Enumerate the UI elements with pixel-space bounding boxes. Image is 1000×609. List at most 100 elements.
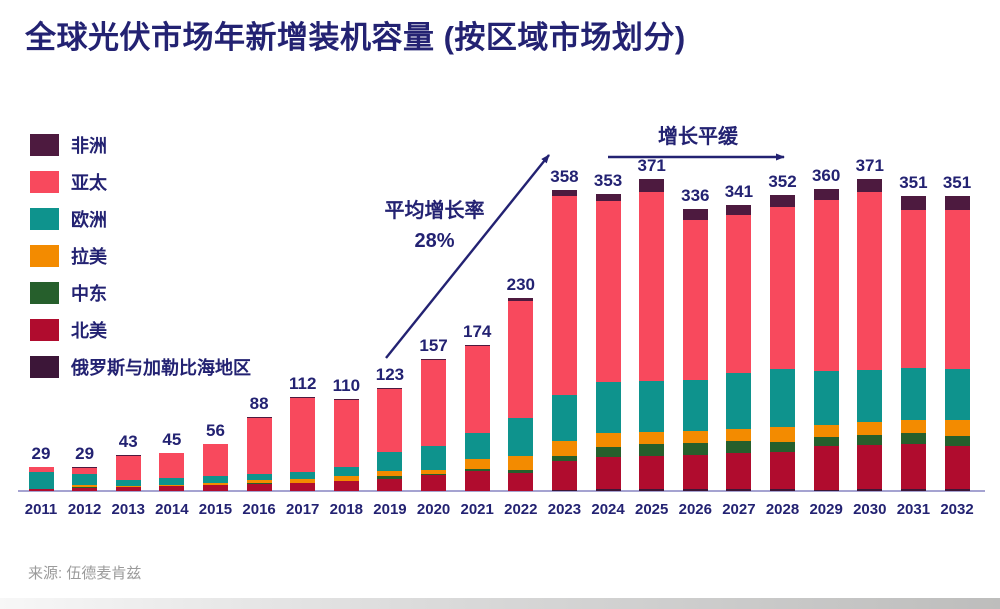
bar-segment-latin_america-2016 bbox=[246, 480, 272, 483]
bar-segment-north_america-2015 bbox=[202, 485, 228, 491]
bar-segment-asia_pacific-2024 bbox=[595, 201, 621, 382]
bar-segment-africa-2023 bbox=[551, 190, 577, 197]
bar-total-label-2012: 29 bbox=[75, 443, 95, 463]
bar-segment-latin_america-2012 bbox=[72, 485, 98, 487]
chart-title: 全球光伏市场年新增装机容量 (按区域市场划分) bbox=[25, 20, 686, 55]
bar-segment-russia_caribbean-2024 bbox=[595, 489, 621, 491]
bar-segment-middle_east-2029 bbox=[813, 437, 839, 447]
bar-segment-asia_pacific-2025 bbox=[639, 191, 665, 381]
bar-segment-middle_east-2026 bbox=[682, 443, 708, 455]
bar-segment-europe-2020 bbox=[421, 446, 447, 470]
bar-segment-middle_east-2025 bbox=[639, 443, 665, 456]
x-axis-label-2028: 2028 bbox=[765, 501, 800, 518]
annotation-plateau: 增长平缓 bbox=[658, 126, 738, 148]
annotation-growth-rate-text: 平均增长率 bbox=[384, 200, 485, 222]
bar-segment-asia_pacific-2028 bbox=[770, 207, 796, 370]
bar-total-label-2016: 88 bbox=[249, 394, 269, 414]
bar-segment-latin_america-2023 bbox=[551, 441, 577, 456]
bar-segment-north_america-2029 bbox=[813, 446, 839, 491]
x-axis-label-2011: 2011 bbox=[24, 501, 58, 518]
bar-segment-middle_east-2031 bbox=[900, 433, 926, 444]
legend-swatch-latin_america bbox=[30, 244, 59, 267]
x-axis-label-2023: 2023 bbox=[547, 501, 582, 518]
legend-item-africa: 非洲 bbox=[30, 126, 251, 163]
bar-segment-latin_america-2032 bbox=[944, 419, 970, 436]
x-axis-label-2027: 2027 bbox=[722, 501, 756, 518]
bar-total-label-2013: 43 bbox=[118, 431, 138, 451]
bar-segment-asia_pacific-2029 bbox=[813, 200, 839, 371]
bar-segment-europe-2016 bbox=[246, 474, 272, 481]
legend-item-europe: 欧洲 bbox=[30, 200, 251, 237]
legend-item-latin_america: 拉美 bbox=[30, 237, 251, 274]
bar-segment-north_america-2025 bbox=[639, 455, 665, 490]
bar-segment-europe-2028 bbox=[770, 369, 796, 428]
bar-segment-north_america-2016 bbox=[246, 483, 272, 491]
bar-segment-latin_america-2027 bbox=[726, 428, 752, 441]
bar-segment-north_america-2017 bbox=[290, 482, 316, 491]
bar-total-label-2026: 336 bbox=[681, 185, 710, 205]
bar-segment-europe-2012 bbox=[72, 474, 98, 486]
bar-segment-latin_america-2031 bbox=[900, 419, 926, 434]
bar-segment-latin_america-2018 bbox=[333, 475, 359, 481]
bar-segment-europe-2022 bbox=[508, 417, 534, 456]
bar-segment-latin_america-2013 bbox=[115, 485, 141, 487]
x-axis-label-2024: 2024 bbox=[591, 501, 625, 518]
bar-segment-europe-2013 bbox=[115, 480, 141, 486]
bar-segment-russia_caribbean-2028 bbox=[770, 489, 796, 491]
legend-label-latin_america: 拉美 bbox=[71, 246, 107, 267]
bar-segment-north_america-2020 bbox=[421, 475, 447, 491]
bar-segment-middle_east-2016 bbox=[246, 482, 272, 484]
bar-segment-middle_east-2030 bbox=[857, 434, 883, 445]
bar-segment-north_america-2011 bbox=[28, 489, 54, 491]
bar-segment-russia_caribbean-2031 bbox=[900, 489, 926, 491]
legend-swatch-north_america bbox=[30, 318, 59, 341]
annotation-growth-rate-value: 28% bbox=[414, 230, 455, 252]
x-axis-label-2012: 2012 bbox=[67, 501, 102, 518]
bar-segment-asia_pacific-2021 bbox=[464, 345, 490, 434]
bar-segment-north_america-2019 bbox=[377, 479, 403, 491]
bar-segment-middle_east-2019 bbox=[377, 475, 403, 480]
bar-segment-middle_east-2027 bbox=[726, 440, 752, 454]
bar-segment-asia_pacific-2019 bbox=[377, 388, 403, 452]
bar-segment-asia_pacific-2018 bbox=[333, 399, 359, 468]
bar-segment-north_america-2032 bbox=[944, 445, 970, 490]
x-axis-label-2018: 2018 bbox=[329, 501, 364, 518]
bar-segment-africa-2012 bbox=[72, 466, 98, 468]
bar-segment-africa-2013 bbox=[115, 454, 141, 456]
bar-segment-europe-2018 bbox=[333, 467, 359, 476]
bar-total-label-2030: 371 bbox=[855, 156, 884, 176]
bar-segment-asia_pacific-2027 bbox=[726, 215, 752, 374]
bar-segment-north_america-2027 bbox=[726, 453, 752, 490]
bar-segment-europe-2026 bbox=[682, 380, 708, 432]
bar-segment-latin_america-2030 bbox=[857, 422, 883, 435]
legend-label-middle_east: 中东 bbox=[71, 283, 107, 304]
bar-segment-north_america-2031 bbox=[900, 443, 926, 490]
x-axis-label-2030: 2030 bbox=[853, 501, 887, 518]
legend-item-russia_caribbean: 俄罗斯与加勒比海地区 bbox=[30, 348, 251, 385]
bar-segment-africa-2032 bbox=[944, 196, 970, 211]
bar-segment-europe-2031 bbox=[900, 368, 926, 420]
bar-segment-asia_pacific-2023 bbox=[551, 196, 577, 396]
x-axis-label-2021: 2021 bbox=[460, 501, 494, 518]
bar-segment-europe-2014 bbox=[159, 478, 185, 486]
bar-segment-latin_america-2015 bbox=[202, 483, 228, 486]
legend-item-asia_pacific: 亚太 bbox=[30, 163, 251, 200]
x-axis-label-2020: 2020 bbox=[416, 501, 451, 518]
bar-segment-russia_caribbean-2023 bbox=[551, 490, 577, 491]
bar-segment-north_america-2026 bbox=[682, 454, 708, 490]
bar-segment-middle_east-2020 bbox=[421, 474, 447, 476]
bar-segment-asia_pacific-2022 bbox=[508, 301, 534, 418]
bar-segment-africa-2021 bbox=[464, 344, 490, 346]
bar-segment-north_america-2014 bbox=[159, 485, 185, 491]
legend-swatch-russia_caribbean bbox=[30, 355, 59, 378]
bar-total-label-2027: 341 bbox=[724, 181, 754, 201]
legend: 非洲 亚太 欧洲 拉美 中东 北美 俄罗斯与加勒比海地区 bbox=[30, 126, 251, 385]
bar-segment-europe-2024 bbox=[595, 381, 621, 434]
bar-segment-asia_pacific-2014 bbox=[159, 453, 185, 479]
x-axis-label-2031: 2031 bbox=[896, 501, 931, 518]
bar-segment-africa-2020 bbox=[421, 359, 447, 360]
bar-segment-africa-2031 bbox=[900, 196, 926, 210]
bar-segment-latin_america-2028 bbox=[770, 427, 796, 443]
